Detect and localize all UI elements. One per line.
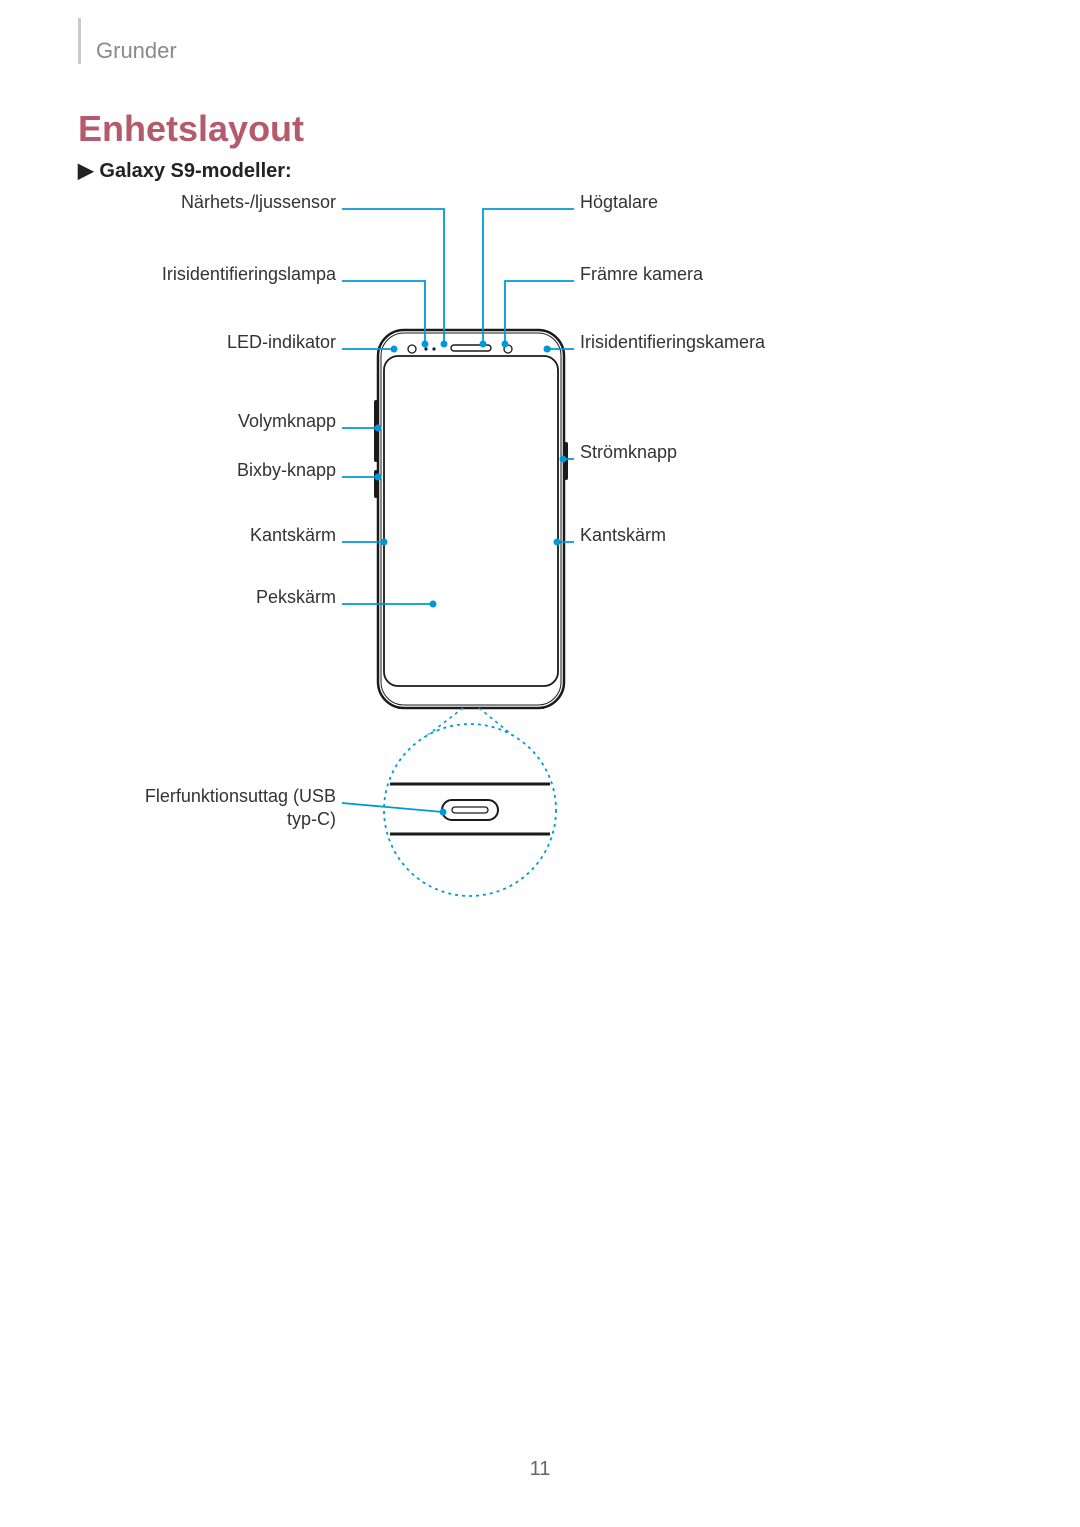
- callout-label: Bixby-knapp: [136, 459, 336, 482]
- page-number: 11: [0, 1458, 1080, 1481]
- callout-label: Pekskärm: [136, 586, 336, 609]
- callout-label: Strömknapp: [580, 441, 820, 464]
- callout-label: Högtalare: [580, 191, 820, 214]
- callout-label: Flerfunktionsuttag (USBtyp-C): [136, 785, 336, 832]
- callout-label: Kantskärm: [136, 524, 336, 547]
- callout-label: Kantskärm: [580, 524, 820, 547]
- device-layout-diagram: [0, 0, 1080, 1527]
- callout-label: Främre kamera: [580, 263, 820, 286]
- callout-label: Irisidentifieringslampa: [136, 263, 336, 286]
- callout-label: LED-indikator: [136, 331, 336, 354]
- callout-label: Volymknapp: [136, 410, 336, 433]
- callout-label: Närhets-/ljussensor: [136, 191, 336, 214]
- callout-label: Irisidentifieringskamera: [580, 331, 840, 354]
